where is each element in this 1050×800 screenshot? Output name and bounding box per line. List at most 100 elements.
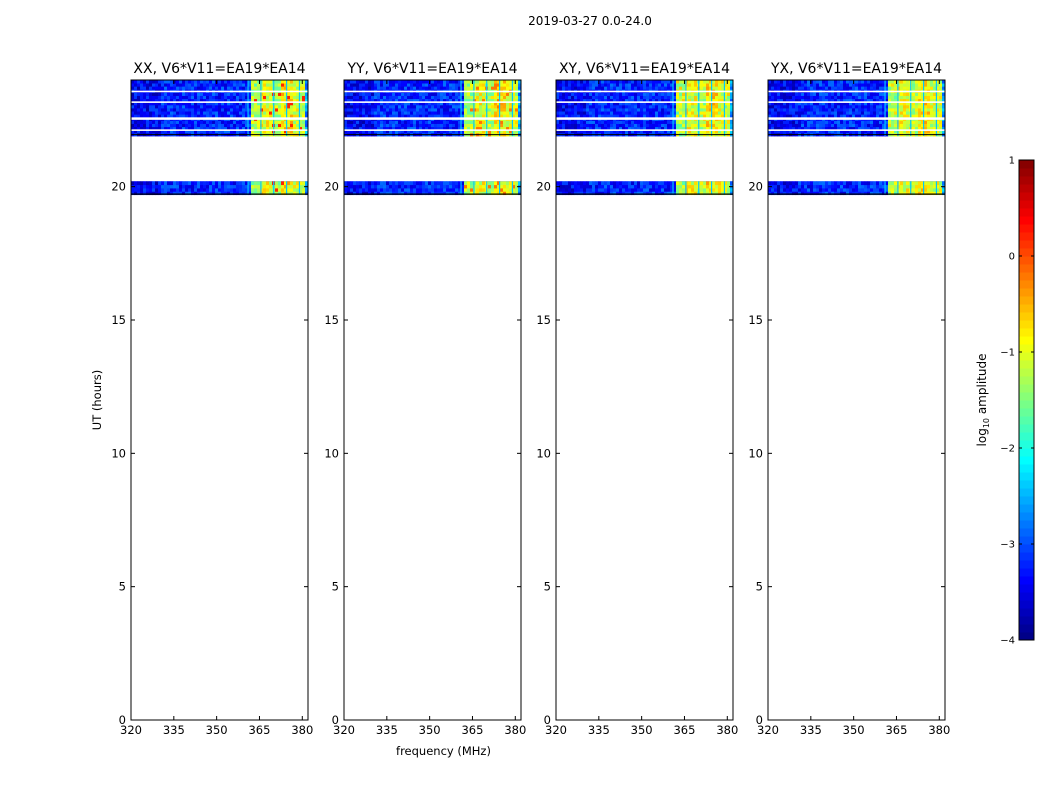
heatmap-cell [176,129,180,134]
heatmap-cell [299,126,303,131]
heatmap-cell [302,95,306,100]
heatmap-cell [891,108,895,112]
heatmap-cell [619,191,623,196]
heatmap-cell [227,108,231,112]
heatmap-cell [299,129,303,134]
heatmap-cell [930,129,934,134]
heatmap-cell [879,111,883,115]
heatmap-cell [685,120,689,124]
heatmap-cell [167,123,171,128]
heatmap-cell [855,126,859,131]
heatmap-cell [885,188,889,192]
heatmap-cell [718,111,722,115]
heatmap-cell [149,80,153,84]
heatmap-cell [595,98,599,103]
heatmap-cell [200,83,204,87]
heatmap-cell [571,101,575,106]
y-tick-label: 15 [111,313,126,327]
heatmap-cell [721,108,725,112]
heatmap-cell [152,114,156,118]
heatmap-cell [350,114,354,118]
heatmap-cell [834,108,838,112]
heatmap-cell [479,123,483,128]
heatmap-cell [203,104,207,109]
heatmap-cell [598,92,602,96]
heatmap-cell [897,123,901,128]
heatmap-cell [589,101,593,106]
heatmap-cell [491,108,495,112]
heatmap-cell [795,104,799,109]
heatmap-cell [500,184,504,189]
heatmap-cell [446,181,450,186]
heatmap-cell [425,129,429,134]
heatmap-cell [464,191,468,196]
heatmap-cell [392,191,396,196]
heatmap-cell [670,114,674,118]
heatmap-cell [631,101,635,106]
heatmap-cell [389,188,393,192]
heatmap-cell [709,188,713,192]
heatmap-cell [398,104,402,109]
heatmap-cell [155,108,159,112]
heatmap-cell [512,114,516,118]
heatmap-cell [278,188,282,192]
heatmap-cell [852,101,856,106]
heatmap-cell [831,98,835,103]
heatmap-cell [203,80,207,84]
heatmap-cell [215,83,219,87]
heatmap-cell [664,114,668,118]
heatmap-cell [254,114,258,118]
heatmap-cell [224,104,228,109]
heatmap-cell [173,95,177,100]
heatmap-cell [607,184,611,189]
heatmap-cell [344,80,348,84]
heatmap-cell [422,123,426,128]
heatmap-cell [556,123,560,128]
heatmap-cell [386,86,390,90]
heatmap-cell [843,114,847,118]
heatmap-cell [936,111,940,115]
heatmap-cell [356,111,360,115]
heatmap-cell [233,108,237,112]
heatmap-cell [389,95,393,100]
heatmap-cell [446,191,450,196]
heatmap-cell [197,86,201,90]
heatmap-cell [622,181,626,186]
heatmap-cell [356,114,360,118]
heatmap-cell [233,123,237,128]
heatmap-cell [673,188,677,192]
heatmap-cell [362,181,366,186]
heatmap-cell [694,101,698,106]
heatmap-cell [437,95,441,100]
heatmap-cell [703,191,707,196]
heatmap-cell [706,114,710,118]
heatmap-cell [170,126,174,131]
heatmap-cell [185,184,189,189]
heatmap-cell [137,120,141,124]
heatmap-cell [631,114,635,118]
heatmap-cell [574,184,578,189]
heatmap-cell [783,108,787,112]
heatmap-cell [236,188,240,192]
heatmap-cell [565,92,569,96]
heatmap-cell [440,191,444,196]
heatmap-cell [131,80,135,84]
heatmap-cell [404,92,408,96]
heatmap-cell [506,120,510,124]
heatmap-cell [849,108,853,112]
heatmap-cell [637,114,641,118]
heatmap-cell [807,184,811,189]
heatmap-cell [688,86,692,90]
heatmap-cell [804,188,808,192]
heatmap-cell [257,111,261,115]
heatmap-cell [634,181,638,186]
heatmap-cell [661,126,665,131]
heatmap-cell [299,108,303,112]
heatmap-cell [867,104,871,109]
heatmap-cell [891,184,895,189]
heatmap-cell [443,80,447,84]
heatmap-cell [227,181,231,186]
heatmap-cell [149,98,153,103]
heatmap-cell [425,120,429,124]
heatmap-cell [679,80,683,84]
